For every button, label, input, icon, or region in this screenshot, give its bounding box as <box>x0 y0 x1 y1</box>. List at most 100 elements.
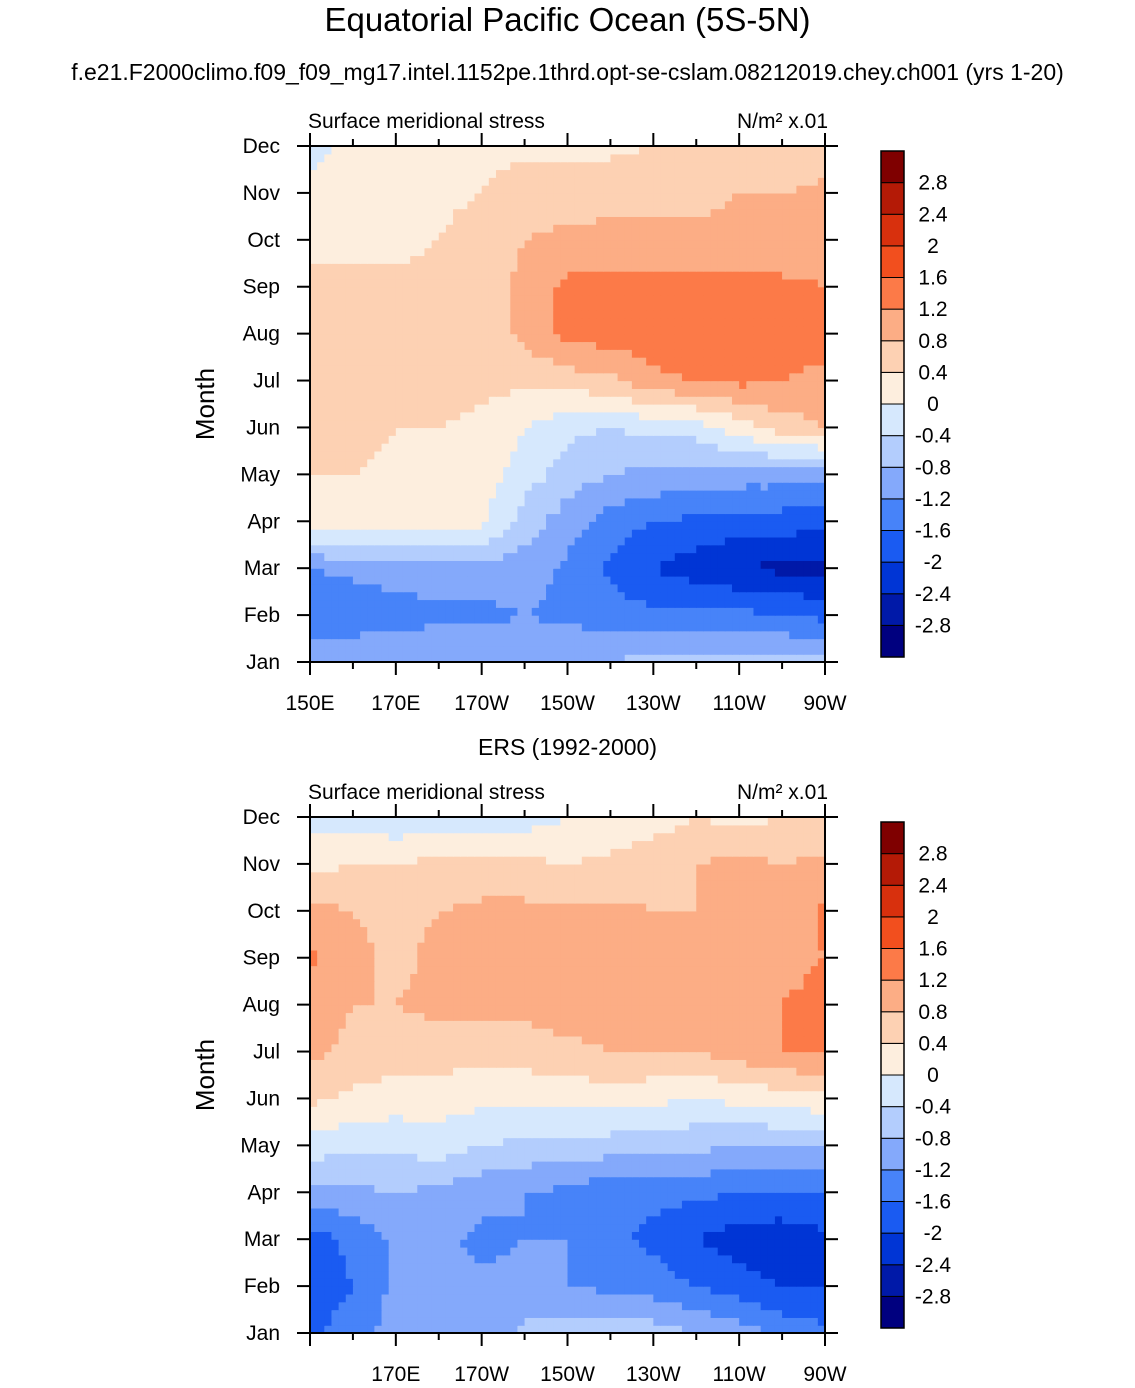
heatmap-cell <box>374 224 383 233</box>
heatmap-cell <box>574 1317 583 1326</box>
heatmap-cell <box>388 357 397 366</box>
heatmap-cell <box>710 325 719 335</box>
heatmap-cell <box>767 247 776 257</box>
heatmap-cell <box>703 505 712 515</box>
heatmap-cell <box>567 153 576 163</box>
heatmap-cell <box>696 560 704 569</box>
heatmap-cell <box>338 161 347 171</box>
heatmap-cell <box>646 583 654 593</box>
heatmap-cell <box>410 177 418 186</box>
heatmap-cell <box>774 450 783 460</box>
heatmap-cell <box>603 427 612 436</box>
heatmap-cell <box>531 224 540 233</box>
heatmap-cell <box>753 325 762 335</box>
heatmap-cell <box>503 599 511 608</box>
heatmap-cell <box>495 654 504 663</box>
heatmap-cell <box>352 333 361 343</box>
heatmap-cell <box>331 255 340 264</box>
heatmap-cell <box>631 513 640 522</box>
heatmap-cell <box>567 200 576 210</box>
heatmap-cell <box>345 419 354 429</box>
heatmap-cell <box>417 466 426 475</box>
heatmap-cell <box>789 224 797 233</box>
heatmap-cell <box>495 278 504 288</box>
heatmap-cell <box>538 427 547 436</box>
heatmap-cell <box>624 419 633 429</box>
heatmap-cell <box>567 450 576 460</box>
heatmap-cell <box>710 482 719 491</box>
heatmap-cell <box>760 177 769 186</box>
heatmap-cell <box>431 591 440 601</box>
heatmap-cell <box>395 153 404 163</box>
heatmap-cell <box>574 372 583 382</box>
heatmap-cell <box>746 177 755 186</box>
heatmap-cell <box>517 224 526 233</box>
heatmap-cell <box>431 1317 440 1326</box>
heatmap-cell <box>653 247 662 257</box>
heatmap-cell <box>817 341 826 350</box>
heatmap-cell <box>639 404 647 413</box>
heatmap-cell <box>817 169 826 178</box>
heatmap-cell <box>674 552 683 561</box>
heatmap-cell <box>732 544 740 554</box>
heatmap-cell <box>310 521 318 530</box>
heatmap-cell <box>796 497 805 507</box>
heatmap-cell <box>510 153 519 163</box>
heatmap-cell <box>317 208 325 217</box>
heatmap-cell <box>746 153 755 163</box>
heatmap-cell <box>338 333 347 343</box>
heatmap-cell <box>610 599 619 608</box>
colorbar-label: 0 <box>927 393 939 416</box>
heatmap-cell <box>710 1325 719 1334</box>
heatmap-cell <box>603 372 612 382</box>
heatmap-cell <box>310 638 318 647</box>
heatmap-cell <box>424 458 433 468</box>
heatmap-cell <box>646 443 654 452</box>
heatmap-cell <box>653 630 662 640</box>
heatmap-cell <box>381 411 390 421</box>
heatmap-cell <box>703 591 712 601</box>
heatmap-cell <box>610 435 619 444</box>
heatmap-cell <box>574 341 583 350</box>
heatmap-cell <box>388 318 397 327</box>
heatmap-cell <box>703 278 712 288</box>
heatmap-cell <box>324 552 333 561</box>
heatmap-cell <box>410 490 418 499</box>
heatmap-cell <box>438 544 447 554</box>
heatmap-cell <box>717 419 726 429</box>
heatmap-cell <box>481 505 490 515</box>
heatmap-cell <box>510 544 519 554</box>
heatmap-cell <box>524 646 533 655</box>
heatmap-cell <box>395 568 404 577</box>
heatmap-cell <box>739 419 747 429</box>
heatmap-cell <box>660 490 669 499</box>
heatmap-cell <box>574 505 583 515</box>
heatmap-cell <box>352 490 361 499</box>
heatmap-cell <box>402 146 411 155</box>
heatmap-cell <box>395 404 404 413</box>
heatmap-cell <box>538 294 547 303</box>
heatmap-cell <box>431 474 440 483</box>
heatmap-cell <box>495 497 504 507</box>
heatmap-cell <box>417 427 426 436</box>
heatmap-cell <box>438 200 447 210</box>
heatmap-cell <box>617 513 626 522</box>
heatmap-cell <box>310 200 318 210</box>
heatmap-cell <box>753 411 762 421</box>
heatmap-cell <box>531 450 540 460</box>
heatmap-cell <box>660 380 669 389</box>
heatmap-cell <box>724 458 733 468</box>
heatmap-cell <box>596 474 604 483</box>
heatmap-cell <box>331 239 340 249</box>
heatmap-cell <box>524 247 533 257</box>
heatmap-cell <box>760 529 769 538</box>
heatmap-cell <box>381 638 390 647</box>
heatmap-cell <box>810 497 819 507</box>
heatmap-cell <box>317 153 325 163</box>
heatmap-cell <box>460 482 468 491</box>
heatmap-cell <box>495 646 504 655</box>
heatmap-cell <box>431 544 440 554</box>
heatmap-cell <box>588 216 597 225</box>
heatmap-cell <box>631 544 640 554</box>
heatmap-cell <box>553 1317 561 1326</box>
